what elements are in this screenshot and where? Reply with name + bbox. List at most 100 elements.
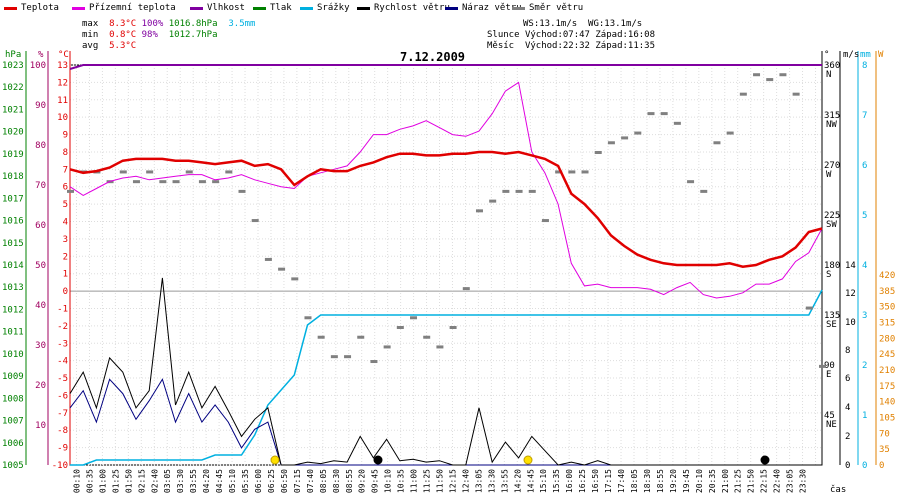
pct-tick: 70: [35, 181, 46, 191]
wind-direction-mark: [779, 73, 787, 77]
wind-direction-mark: [634, 131, 642, 135]
x-tick-label: 11:50: [436, 469, 445, 493]
legend-swatch: [253, 6, 266, 10]
legend-label: Tlak: [270, 3, 292, 13]
mm-tick: 8: [862, 61, 867, 71]
dir-label: W: [826, 170, 832, 180]
wind-direction-mark: [251, 219, 259, 223]
wind-direction-mark: [212, 180, 220, 184]
w-tick: 140: [879, 398, 895, 408]
x-tick-label: 12:15: [448, 469, 457, 493]
wind-direction-mark: [264, 257, 272, 261]
wind-direction-mark: [410, 316, 418, 320]
pct-tick: 90: [35, 101, 46, 111]
axis-unit: °C: [58, 50, 69, 60]
x-tick-label: 08:05: [319, 469, 328, 493]
w-tick: 70: [879, 429, 890, 439]
x-tick-label: 10:10: [384, 469, 393, 493]
pct-tick: 20: [35, 381, 46, 391]
wind-direction-mark: [278, 267, 286, 271]
wind-direction-mark: [344, 355, 352, 359]
wind-direction-mark: [436, 345, 444, 349]
legend-item: Přízemní teplota: [72, 3, 176, 13]
degc-tick: 9: [63, 131, 68, 141]
wind-direction-mark: [687, 180, 695, 184]
degc-tick: -4: [57, 357, 68, 367]
dir-tick: 225: [824, 211, 840, 221]
x-tick-label: 03:05: [163, 469, 172, 493]
mm-tick: 3: [862, 311, 867, 321]
w-tick: 350: [879, 303, 895, 313]
mm-tick: 5: [862, 211, 867, 221]
degc-tick: 10: [57, 113, 68, 123]
hpa-tick: 1012: [2, 305, 24, 315]
wind-direction-mark: [159, 180, 167, 184]
x-tick-label: 15:10: [539, 469, 548, 493]
hpa-tick: 1017: [2, 194, 24, 204]
wind-direction-mark: [766, 78, 774, 82]
moonrise-marker: [760, 455, 770, 465]
degc-tick: 0: [63, 287, 68, 297]
axis-unit: °: [824, 50, 829, 60]
wind-direction-mark: [700, 189, 708, 193]
wind-speed-line: [69, 277, 822, 466]
legend-label: Vlhkost: [207, 3, 245, 13]
x-tick-label: 18:55: [656, 469, 665, 493]
x-tick-label: 17:40: [617, 469, 626, 493]
wind-direction-mark: [396, 326, 404, 329]
hpa-tick: 1020: [2, 128, 24, 138]
degc-tick: 3: [63, 235, 68, 245]
ms-tick: 0: [845, 461, 850, 471]
x-tick-label: 18:05: [630, 469, 639, 493]
wind-direction-mark: [317, 335, 325, 339]
hpa-tick: 1015: [2, 239, 24, 249]
x-axis-ticks: 00:10 00:35 01:00 01:25 01:50 02:15 02:40 03:05…: [72, 469, 807, 493]
x-tick-label: 04:20: [202, 469, 211, 493]
legend-item: Srážky: [300, 3, 350, 13]
legend-item: Vlhkost: [190, 3, 245, 13]
dir-tick: 90: [824, 361, 835, 371]
x-tick-label: 22:40: [773, 469, 782, 493]
dir-label: NW: [826, 120, 837, 130]
w-tick: 210: [879, 366, 895, 376]
wind-direction-mark: [198, 180, 206, 184]
legend-swatch: [445, 6, 458, 10]
x-tick-label: 12:40: [461, 469, 470, 493]
hpa-tick: 1006: [2, 439, 24, 449]
dir-tick: 360: [824, 61, 840, 71]
dir-tick: 180: [824, 261, 840, 271]
degc-tick: -6: [57, 391, 68, 401]
dir-label: SW: [826, 220, 837, 230]
x-tick-label: 15:35: [552, 469, 561, 493]
degc-tick: 8: [63, 148, 68, 158]
x-tick-label: 00:10: [72, 469, 81, 493]
moon-row: Měsíc Východ:22:32 Západ:11:35: [487, 41, 655, 51]
wind-direction-mark: [607, 141, 615, 145]
x-tick-label: 16:25: [578, 469, 587, 493]
degc-tick: -3: [57, 339, 68, 349]
wind-direction-mark: [713, 141, 721, 145]
w-tick: 420: [879, 271, 895, 281]
x-tick-label: 09:20: [358, 469, 367, 493]
x-tick-label: 06:50: [280, 469, 289, 493]
wind-direction-mark: [225, 170, 233, 174]
hpa-tick: 1010: [2, 350, 24, 360]
hpa-tick: 1009: [2, 372, 24, 382]
hpa-tick: 1011: [2, 328, 24, 338]
wind-direction-mark: [462, 287, 470, 291]
degc-tick: 1: [63, 270, 68, 280]
x-tick-label: 14:45: [526, 469, 535, 493]
rain-line: [70, 289, 823, 466]
wind-direction-mark: [119, 170, 127, 174]
wind-direction-mark: [819, 364, 826, 368]
wind-direction-mark: [594, 151, 602, 154]
w-tick: 175: [879, 382, 895, 392]
sunset-marker: [523, 455, 533, 465]
chart-title: 7.12.2009: [400, 50, 466, 64]
wind-direction-mark: [568, 170, 576, 174]
mm-tick: 0: [862, 461, 867, 471]
dir-label: SE: [826, 320, 837, 330]
hpa-tick: 1014: [2, 261, 24, 271]
hpa-tick: 1021: [2, 105, 24, 115]
x-tick-label: 04:45: [215, 469, 224, 493]
